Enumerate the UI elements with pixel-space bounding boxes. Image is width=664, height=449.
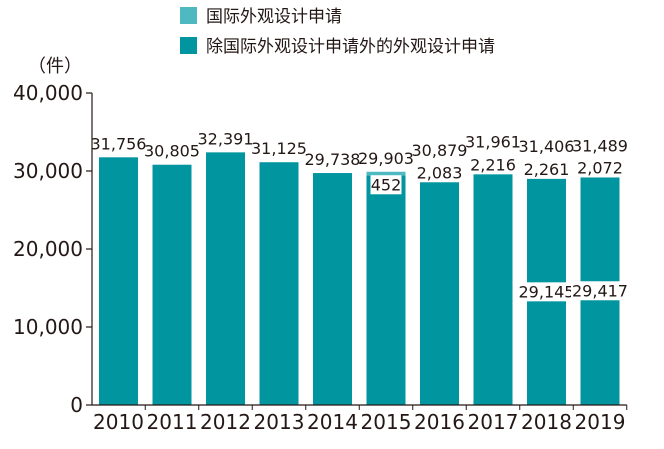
total-label: 30,879: [412, 141, 468, 160]
y-axis: 0 10,000 20,000 30,000 40,000: [13, 81, 93, 417]
legend-swatch-international: [180, 7, 197, 24]
domestic-value-label: 29,417: [572, 281, 628, 300]
y-tick-label: 30,000: [13, 159, 83, 183]
y-tick-label: 40,000: [13, 81, 83, 105]
x-tick-label: 2010: [93, 410, 144, 434]
x-tick-label: 2015: [361, 410, 412, 434]
bar-domestic: [259, 162, 299, 405]
legend-swatch-domestic: [180, 37, 197, 54]
bar-domestic: [473, 172, 513, 405]
label-box: [571, 281, 629, 301]
label-box: [517, 282, 576, 302]
y-tick-label: 20,000: [13, 237, 83, 261]
total-label: 31,961: [465, 133, 521, 152]
total-label: 29,903: [358, 149, 414, 168]
bar-domestic: [420, 180, 459, 405]
total-label: 32,391: [198, 129, 254, 148]
x-tick-label: 2019: [575, 410, 626, 434]
total-label: 31,406: [519, 137, 575, 156]
x-tick-label: 2013: [254, 410, 305, 434]
x-tick-label: 2018: [521, 410, 572, 434]
label-box: [575, 158, 625, 178]
international-value-label: 452: [371, 175, 402, 194]
bar-domestic: [313, 173, 352, 405]
international-value-label: 2,216: [470, 155, 516, 174]
x-tick-label: 2011: [147, 410, 198, 434]
bar-domestic: [206, 152, 245, 405]
x-tick-label: 2016: [414, 410, 465, 434]
x-tick-label: 2017: [468, 410, 519, 434]
bar-domestic: [152, 164, 192, 405]
x-tick-label: 2012: [200, 410, 251, 434]
label-box: [370, 175, 402, 195]
domestic-value-label: 29,145: [519, 282, 575, 301]
total-label: 31,756: [91, 134, 147, 153]
total-label: 31,125: [251, 139, 307, 158]
x-axis: 2010 2011 2012 2013 2014 2015 2016 2017 2018 2019: [92, 404, 628, 434]
bars: [99, 152, 620, 405]
international-value-label: 2,261: [524, 160, 570, 179]
bar-domestic: [99, 157, 138, 405]
label-box: [468, 155, 518, 175]
total-label: 29,738: [305, 150, 361, 169]
y-tick-label: 0: [70, 393, 83, 417]
total-label: 31,489: [572, 136, 628, 155]
y-tick-label: 10,000: [13, 315, 83, 339]
label-box: [522, 159, 571, 179]
y-axis-unit-label: （件）: [28, 56, 82, 77]
international-value-label: 2,072: [577, 158, 623, 177]
legend-label-international: 国际外观设计申请: [206, 7, 342, 27]
legend-label-domestic: 除国际外观设计申请外的外观设计申请: [206, 37, 495, 57]
legend: 国际外观设计申请 除国际外观设计申请外的外观设计申请: [180, 7, 495, 57]
international-value-label: 2,083: [417, 163, 463, 182]
bar-domestic: [366, 175, 406, 405]
total-label: 30,805: [144, 142, 200, 161]
label-box: [415, 163, 464, 183]
x-tick-label: 2014: [307, 410, 358, 434]
bar-international: [366, 171, 406, 176]
